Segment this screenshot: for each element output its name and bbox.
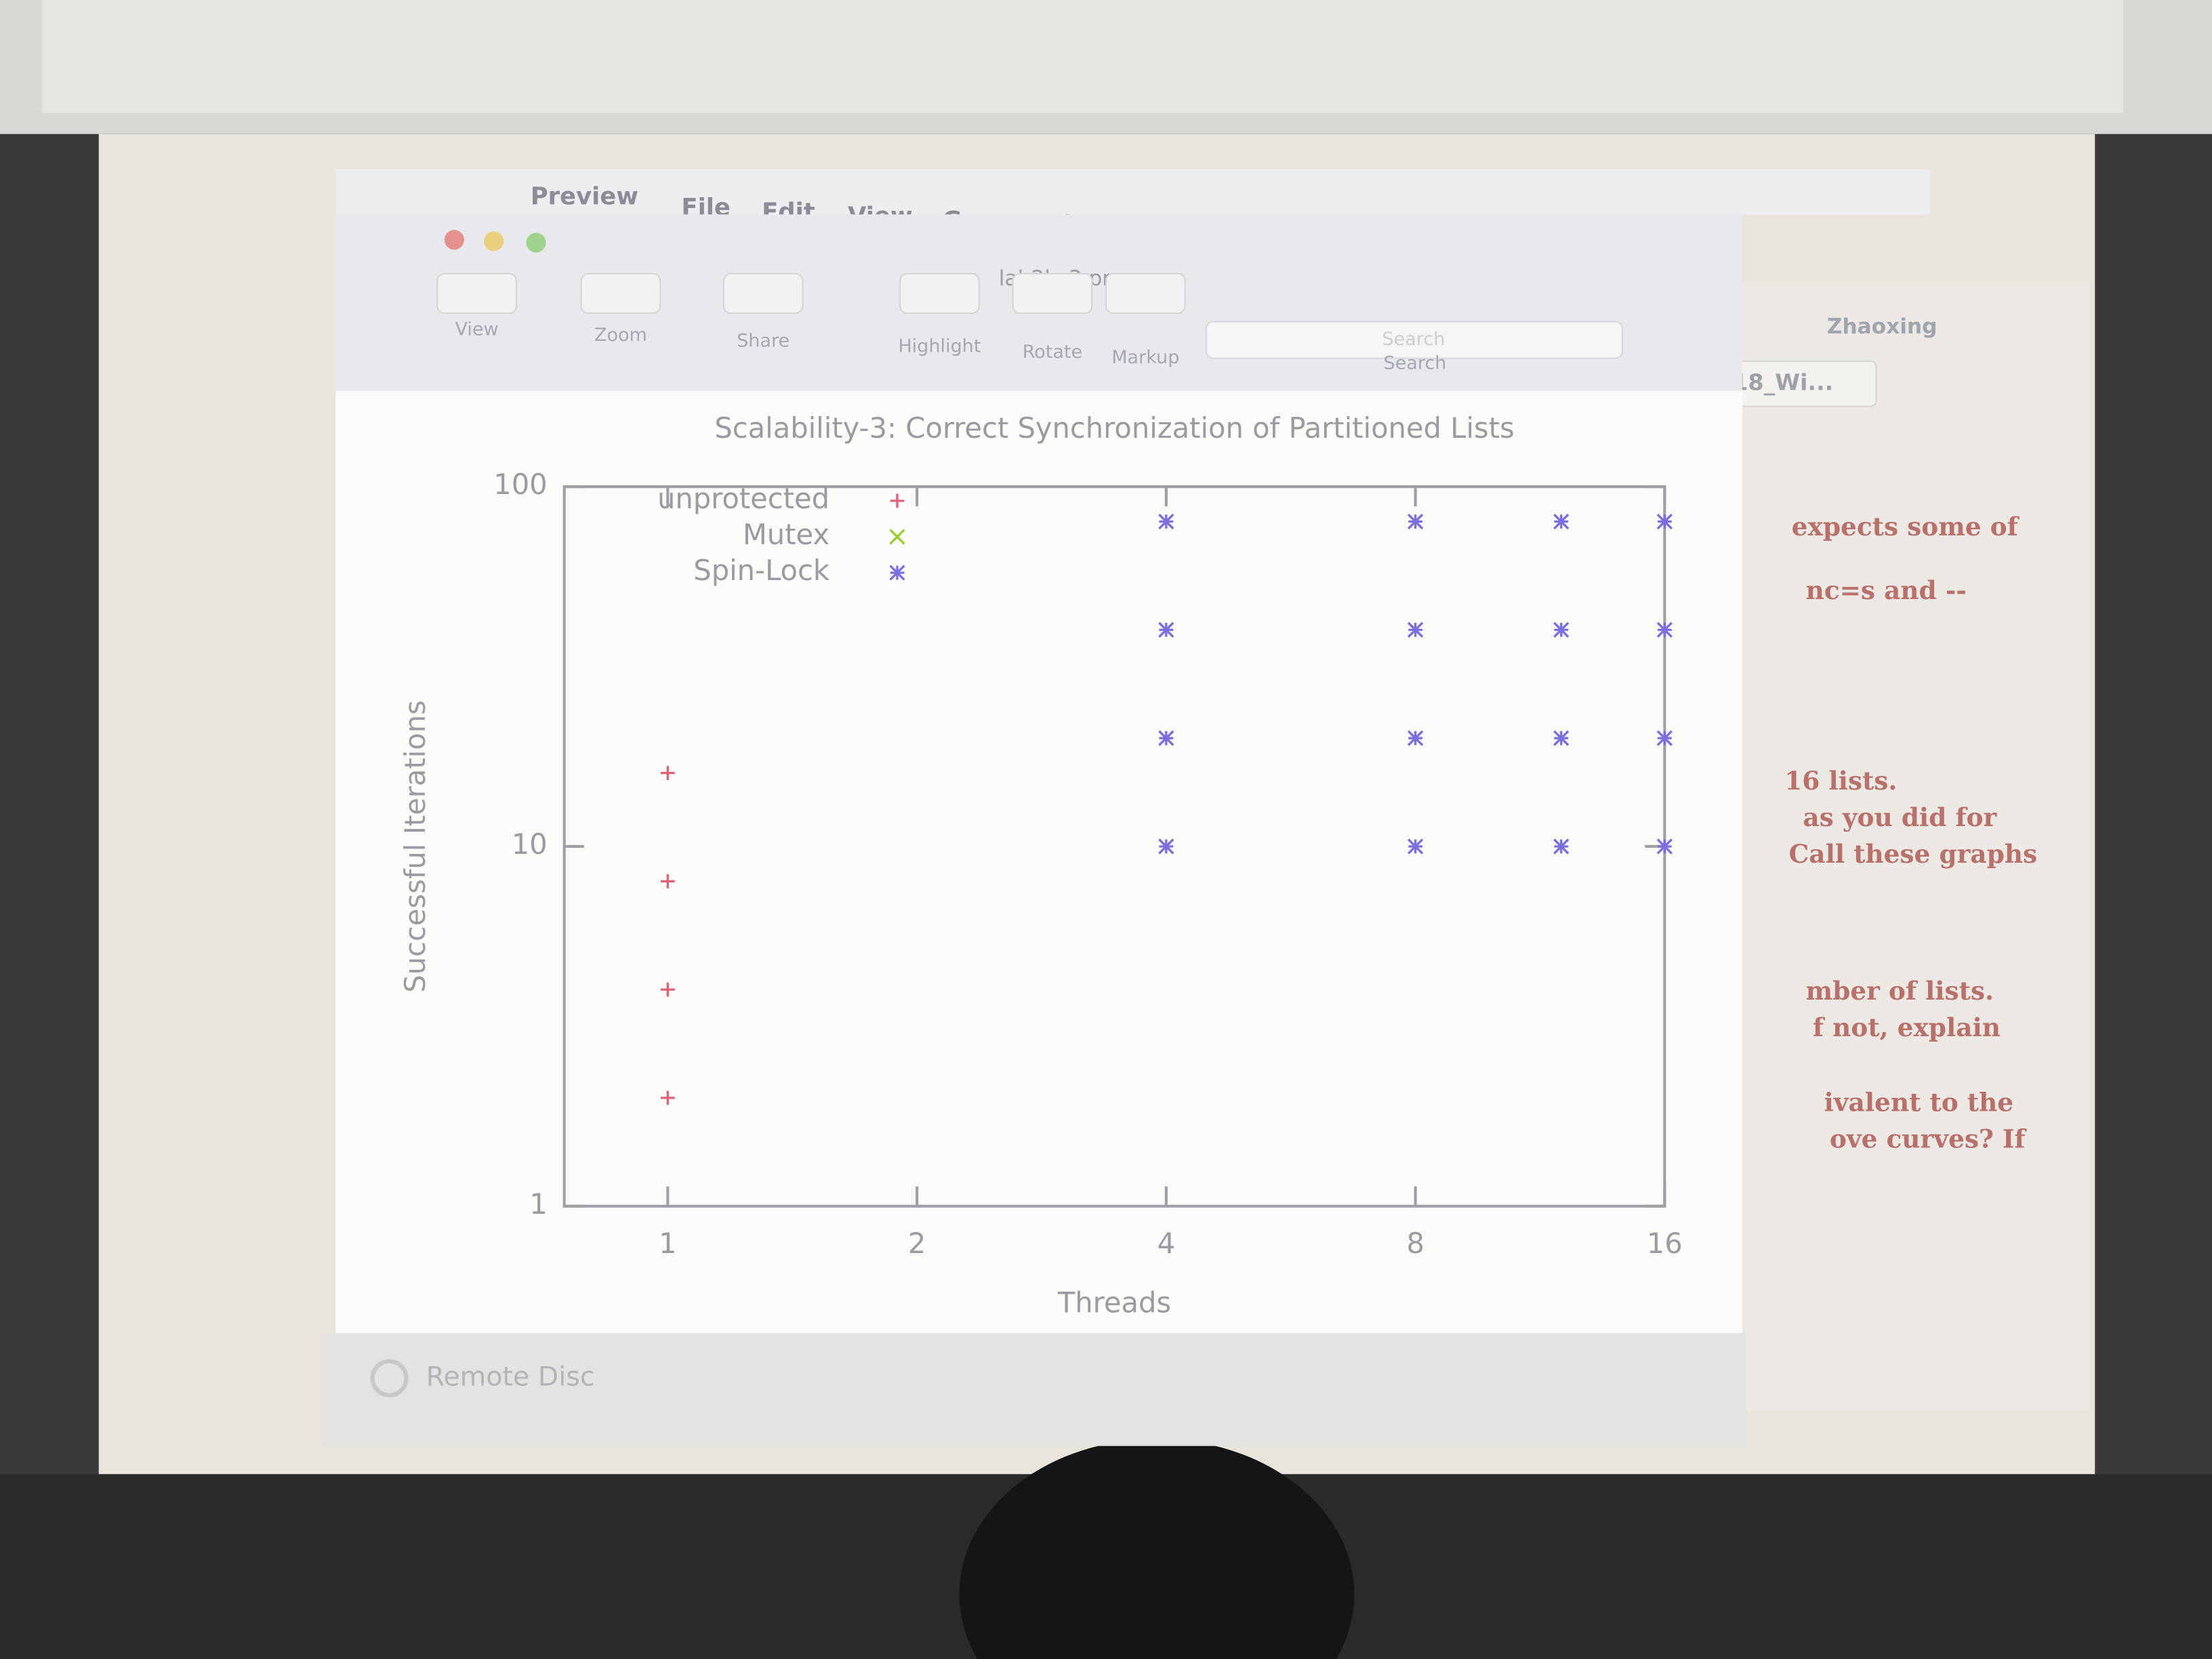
zoom-button[interactable] bbox=[526, 232, 546, 253]
data-point bbox=[1407, 838, 1424, 855]
x-tick-label: 2 bbox=[908, 1227, 926, 1260]
toolbar-items: View Zoom Share Highlight Rotate Markup Search bbox=[436, 272, 1446, 374]
minimize-button[interactable] bbox=[484, 231, 504, 251]
x-tick-label: 4 bbox=[1158, 1227, 1175, 1260]
menu-app[interactable]: Preview bbox=[531, 182, 638, 210]
browser-text-line: mber of lists. bbox=[1805, 976, 1994, 1006]
browser-text-line: f not, explain bbox=[1813, 1012, 2001, 1042]
toolbar-button[interactable] bbox=[1105, 272, 1186, 314]
data-point bbox=[1407, 621, 1424, 638]
document-area bbox=[335, 390, 1742, 1334]
toolbar-button[interactable] bbox=[1012, 272, 1093, 314]
data-point bbox=[1158, 514, 1174, 530]
browser-text-line: ivalent to the bbox=[1824, 1087, 2014, 1117]
data-point bbox=[1407, 730, 1424, 746]
data-point bbox=[1656, 838, 1673, 855]
data-point bbox=[1553, 514, 1570, 530]
data-point bbox=[1158, 838, 1174, 855]
y-tick-label: 10 bbox=[512, 827, 548, 861]
toolbar-button[interactable] bbox=[899, 272, 980, 314]
toolbar-label[interactable]: Markup bbox=[1111, 347, 1179, 368]
legend-label: Mutex bbox=[743, 518, 830, 551]
toolbar-label[interactable]: Share bbox=[737, 330, 790, 351]
screen-housing bbox=[42, 0, 2123, 113]
data-point bbox=[1656, 730, 1673, 746]
browser-text-line: ove curves? If bbox=[1830, 1124, 2028, 1154]
legend-label: unprotected bbox=[657, 482, 830, 515]
toolbar-button[interactable] bbox=[436, 272, 517, 314]
browser-tab-title[interactable]: 18_Wi... bbox=[1732, 369, 1833, 396]
sidebar-item[interactable]: Remote Disc bbox=[426, 1361, 595, 1392]
data-point bbox=[1407, 514, 1424, 530]
finder-window bbox=[321, 1333, 1747, 1446]
data-point bbox=[660, 766, 675, 781]
data-point bbox=[660, 1090, 675, 1105]
browser-text-line: nc=s and -- bbox=[1805, 575, 1966, 605]
toolbar-label[interactable]: Highlight bbox=[898, 336, 981, 357]
data-point bbox=[1158, 730, 1174, 746]
chart: Scalability-3: Correct Synchronization o… bbox=[398, 411, 1683, 1319]
x-tick-label: 8 bbox=[1406, 1227, 1424, 1260]
menu-bar bbox=[335, 169, 1930, 215]
toolbar-label[interactable]: Zoom bbox=[594, 325, 647, 346]
browser-text-line: expects some of bbox=[1792, 512, 2020, 541]
search-placeholder[interactable]: Search bbox=[1382, 329, 1445, 350]
x-tick-label: 16 bbox=[1647, 1227, 1683, 1260]
browser-text-line: Call these graphs bbox=[1789, 839, 2038, 869]
data-point bbox=[1553, 730, 1570, 746]
toolbar-label[interactable]: Search bbox=[1383, 353, 1446, 374]
toolbar-label[interactable]: View bbox=[455, 319, 498, 340]
y-tick-label: 1 bbox=[529, 1187, 547, 1221]
toolbar-button[interactable] bbox=[722, 272, 804, 314]
legend-label: Spin-Lock bbox=[693, 554, 830, 587]
legend-marker bbox=[889, 565, 905, 581]
data-point bbox=[660, 982, 675, 997]
legend-marker bbox=[889, 529, 905, 545]
x-tick-label: 1 bbox=[659, 1227, 676, 1260]
data-point bbox=[1656, 621, 1673, 638]
disc-icon bbox=[370, 1359, 409, 1397]
toolbar-label[interactable]: Rotate bbox=[1023, 342, 1083, 363]
data-point bbox=[1158, 621, 1174, 638]
browser-text: expects some of nc=s and -- 16 lists. as yo… bbox=[1784, 512, 2037, 1153]
search-field[interactable] bbox=[1205, 321, 1623, 359]
browser-text-line: as you did for bbox=[1803, 802, 1997, 832]
head bbox=[959, 1439, 1355, 1659]
legend-marker bbox=[890, 493, 905, 508]
close-button[interactable] bbox=[444, 230, 464, 250]
data-point bbox=[1553, 838, 1570, 855]
y-axis-label: Successful Iterations bbox=[398, 700, 432, 993]
toolbar-button[interactable] bbox=[580, 272, 661, 314]
chart-title: Scalability-3: Correct Synchronization o… bbox=[714, 411, 1514, 445]
data-point bbox=[660, 874, 675, 888]
browser-text-line: 16 lists. bbox=[1784, 766, 1897, 796]
y-tick-label: 100 bbox=[493, 468, 547, 501]
browser-profile: Zhaoxing bbox=[1827, 314, 1938, 339]
x-axis-label: Threads bbox=[1057, 1286, 1171, 1319]
data-point bbox=[1656, 514, 1673, 530]
data-point bbox=[1553, 621, 1570, 638]
